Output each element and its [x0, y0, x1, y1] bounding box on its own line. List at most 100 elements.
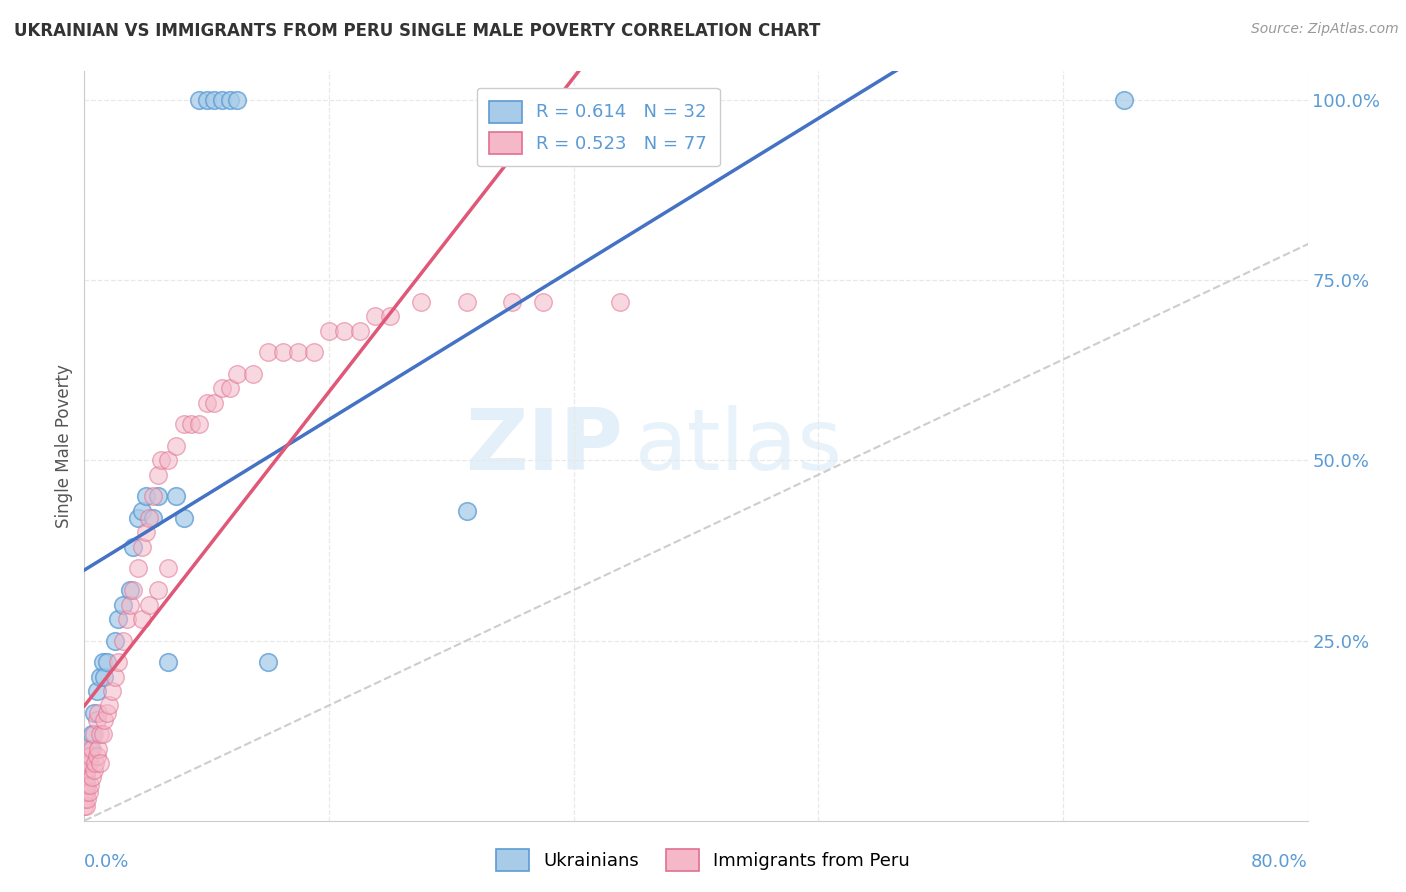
Point: [157, 561, 180, 575]
Point: [76, 763, 98, 777]
Point: [127, 511, 149, 525]
Point: [142, 511, 165, 525]
Point: [165, 490, 187, 504]
Point: [138, 598, 160, 612]
Point: [173, 417, 195, 432]
Point: [73, 792, 96, 806]
Point: [84, 756, 107, 770]
Legend: Ukrainians, Immigrants from Peru: Ukrainians, Immigrants from Peru: [489, 842, 917, 879]
Point: [77, 756, 100, 770]
Point: [409, 294, 432, 309]
Point: [157, 453, 180, 467]
Point: [502, 294, 524, 309]
Point: [73, 785, 96, 799]
Point: [226, 367, 249, 381]
Point: [333, 324, 356, 338]
Point: [86, 684, 108, 698]
Point: [79, 741, 101, 756]
Point: [77, 785, 100, 799]
Point: [202, 396, 225, 410]
Point: [226, 93, 249, 107]
Point: [146, 490, 169, 504]
Point: [131, 504, 153, 518]
Point: [131, 540, 153, 554]
Point: [89, 669, 111, 683]
Text: ZIP: ZIP: [465, 404, 623, 488]
Point: [96, 655, 118, 669]
Point: [131, 612, 153, 626]
Point: [87, 741, 110, 756]
Point: [79, 748, 101, 763]
Point: [127, 561, 149, 575]
Point: [609, 294, 631, 309]
Text: 80.0%: 80.0%: [1251, 853, 1308, 871]
Point: [75, 785, 97, 799]
Point: [364, 310, 387, 324]
Text: 0.0%: 0.0%: [84, 853, 129, 871]
Point: [104, 633, 127, 648]
Point: [456, 294, 478, 309]
Point: [73, 799, 96, 814]
Point: [73, 748, 96, 763]
Point: [93, 669, 115, 683]
Point: [83, 763, 105, 777]
Point: [73, 771, 96, 785]
Point: [111, 598, 134, 612]
Point: [87, 706, 110, 720]
Point: [77, 756, 100, 770]
Point: [76, 778, 98, 792]
Y-axis label: Single Male Poverty: Single Male Poverty: [55, 364, 73, 528]
Point: [96, 706, 118, 720]
Point: [122, 583, 145, 598]
Point: [218, 381, 240, 395]
Point: [89, 756, 111, 770]
Point: [380, 310, 402, 324]
Point: [1114, 93, 1136, 107]
Point: [73, 741, 96, 756]
Point: [157, 655, 180, 669]
Point: [349, 324, 371, 338]
Point: [91, 727, 114, 741]
Point: [104, 669, 127, 683]
Point: [107, 612, 129, 626]
Point: [211, 381, 233, 395]
Point: [146, 583, 169, 598]
Point: [115, 612, 138, 626]
Point: [111, 633, 134, 648]
Point: [83, 706, 105, 720]
Point: [146, 467, 169, 482]
Point: [180, 417, 202, 432]
Point: [318, 324, 340, 338]
Point: [188, 93, 211, 107]
Point: [173, 511, 195, 525]
Point: [86, 748, 108, 763]
Point: [75, 771, 97, 785]
Point: [138, 511, 160, 525]
Point: [120, 598, 142, 612]
Point: [456, 504, 478, 518]
Point: [89, 727, 111, 741]
Point: [86, 713, 108, 727]
Point: [257, 655, 280, 669]
Point: [91, 655, 114, 669]
Point: [195, 396, 218, 410]
Point: [122, 540, 145, 554]
Point: [188, 417, 211, 432]
Point: [107, 655, 129, 669]
Point: [93, 713, 115, 727]
Point: [101, 684, 124, 698]
Point: [165, 439, 187, 453]
Text: Source: ZipAtlas.com: Source: ZipAtlas.com: [1251, 22, 1399, 37]
Point: [83, 727, 105, 741]
Point: [120, 583, 142, 598]
Text: atlas: atlas: [636, 404, 842, 488]
Point: [211, 93, 233, 107]
Point: [287, 345, 309, 359]
Point: [302, 345, 325, 359]
Point: [73, 756, 96, 770]
Point: [73, 778, 96, 792]
Point: [531, 294, 554, 309]
Point: [242, 367, 264, 381]
Point: [195, 93, 218, 107]
Point: [76, 792, 98, 806]
